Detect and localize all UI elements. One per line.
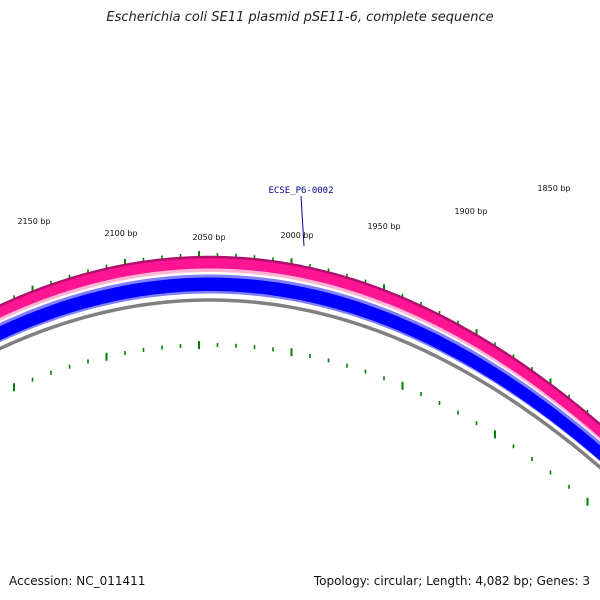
scale-label-3: 2000 bp [280,231,313,240]
scale-label-0: 2150 bp [17,217,50,226]
scale-label-1: 2100 bp [104,229,137,238]
summary-text: Topology: circular; Length: 4,082 bp; Ge… [313,574,590,588]
gene-label-leader-line [300,195,305,247]
scale-label-5: 1900 bp [454,207,487,216]
reverse-track-inner-edge [0,274,600,446]
gene-label-ecse-p6-0002: ECSE_P6-0002 [268,186,333,196]
scale-label-6: 1850 bp [537,184,570,193]
map-title: Escherichia coli SE11 plasmid pSE11-6, c… [106,10,494,25]
forward-track-inner-edge [0,267,600,440]
scale-labels: 2150 bp 2100 bp 2050 bp 2000 bp 1950 bp 1900 … [17,184,570,242]
gc-skew-inner-marks [13,341,589,506]
scale-label-4: 1950 bp [367,222,400,231]
backbone-ring [0,298,600,470]
accession-text: Accession: NC_011411 [9,574,146,588]
forward-track-outer-edge [0,255,600,426]
forward-strand-track [0,257,600,438]
reverse-strand-track [0,276,600,461]
scale-label-2: 2050 bp [192,233,225,242]
